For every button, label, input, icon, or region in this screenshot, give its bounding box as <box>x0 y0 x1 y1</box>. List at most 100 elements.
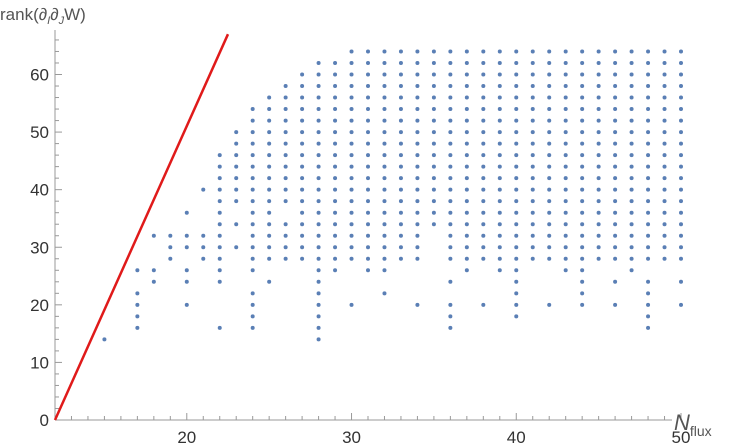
data-point <box>431 60 436 65</box>
data-point <box>497 153 502 158</box>
data-point <box>267 210 272 215</box>
data-point <box>382 95 387 100</box>
data-point <box>283 164 288 169</box>
data-point <box>514 141 519 146</box>
data-point <box>382 210 387 215</box>
data-point <box>613 95 618 100</box>
data-point <box>662 118 667 123</box>
data-point <box>596 153 601 158</box>
data-point <box>481 164 486 169</box>
data-point <box>613 199 618 204</box>
data-point <box>662 95 667 100</box>
data-point <box>514 153 519 158</box>
data-point <box>629 268 634 273</box>
data-point <box>530 233 535 238</box>
data-point <box>464 141 469 146</box>
data-point <box>662 210 667 215</box>
data-point <box>316 325 321 330</box>
data-point <box>316 291 321 296</box>
data-point <box>563 245 568 250</box>
data-point <box>662 107 667 112</box>
data-point <box>481 107 486 112</box>
data-point <box>646 314 651 319</box>
data-point <box>184 245 189 250</box>
data-point <box>366 95 370 100</box>
data-point <box>316 95 321 100</box>
data-point <box>151 233 156 238</box>
data-point <box>580 107 585 112</box>
data-point <box>333 60 338 65</box>
data-point <box>580 72 585 77</box>
data-point <box>151 268 156 273</box>
data-point <box>530 141 535 146</box>
data-point <box>300 84 305 89</box>
data-point <box>267 164 272 169</box>
data-point <box>267 118 272 123</box>
data-point <box>366 130 370 135</box>
data-point <box>431 118 436 123</box>
data-point <box>514 199 519 204</box>
data-point <box>481 60 486 65</box>
data-point <box>398 72 403 77</box>
data-point <box>679 84 683 89</box>
data-point <box>646 256 651 261</box>
data-point <box>662 199 667 204</box>
data-point <box>481 153 486 158</box>
data-point <box>580 164 585 169</box>
y-axis-title-prefix: rank(∂ <box>0 5 47 24</box>
data-point <box>563 199 568 204</box>
data-point <box>431 164 436 169</box>
data-point <box>234 176 239 181</box>
data-point <box>563 72 568 77</box>
data-point <box>580 268 585 273</box>
data-point <box>250 153 255 158</box>
data-point <box>629 245 634 250</box>
data-point <box>662 130 667 135</box>
data-point <box>431 153 436 158</box>
data-point <box>514 118 519 123</box>
data-point <box>481 233 486 238</box>
data-point <box>629 187 634 192</box>
data-point <box>135 268 140 273</box>
data-point <box>530 245 535 250</box>
data-point <box>250 199 255 204</box>
data-point <box>613 279 618 284</box>
y-tick-label: 10 <box>30 353 49 372</box>
data-point <box>596 130 601 135</box>
data-point <box>679 245 683 250</box>
data-point <box>497 72 502 77</box>
data-point <box>613 222 618 227</box>
data-point <box>217 245 222 250</box>
data-point <box>547 222 552 227</box>
data-point <box>662 72 667 77</box>
data-point <box>448 314 453 319</box>
data-point <box>563 153 568 158</box>
data-point <box>431 95 436 100</box>
data-point <box>497 141 502 146</box>
data-point <box>596 187 601 192</box>
data-point <box>497 222 502 227</box>
data-point <box>448 118 453 123</box>
data-point <box>530 176 535 181</box>
data-point <box>217 176 222 181</box>
data-point <box>629 118 634 123</box>
data-point <box>431 107 436 112</box>
data-point <box>481 49 486 54</box>
data-point <box>333 233 338 238</box>
data-point <box>580 141 585 146</box>
data-point <box>679 210 683 215</box>
data-point <box>366 107 370 112</box>
data-point <box>316 314 321 319</box>
data-point <box>613 256 618 261</box>
data-point <box>398 256 403 261</box>
data-point <box>481 222 486 227</box>
data-point <box>250 210 255 215</box>
data-point <box>646 130 651 135</box>
data-point <box>497 164 502 169</box>
data-point <box>300 245 305 250</box>
data-point <box>316 222 321 227</box>
data-point <box>613 107 618 112</box>
data-point <box>646 72 651 77</box>
data-point <box>464 233 469 238</box>
y-axis-title: rank(∂I∂JW) <box>0 5 86 27</box>
